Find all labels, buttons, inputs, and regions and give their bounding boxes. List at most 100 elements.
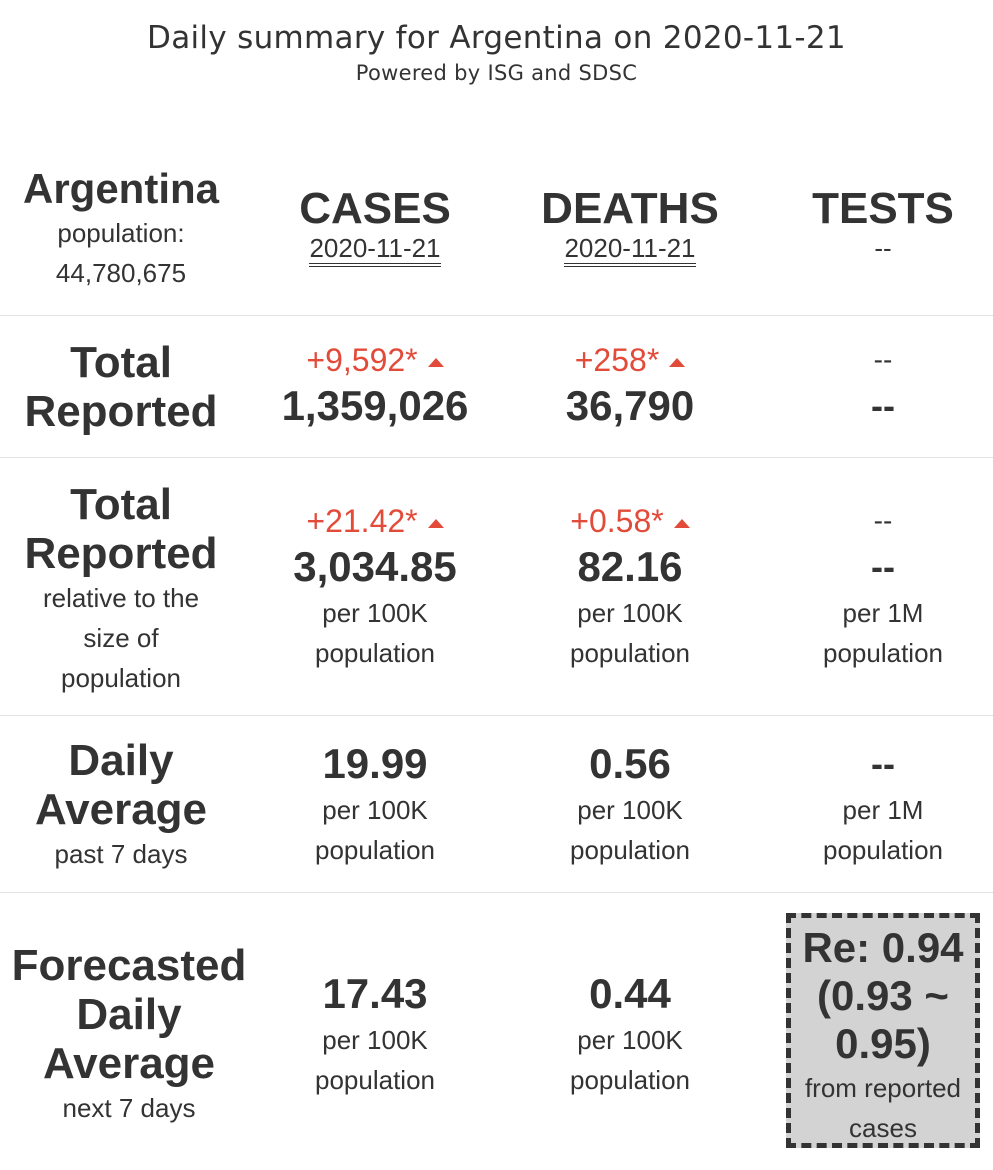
re-value: Re: 0.94 xyxy=(802,924,964,971)
cases-relative-increase-value: +21.42* xyxy=(306,503,418,539)
up-triangle-icon xyxy=(427,519,444,528)
relative-cases-cell: +21.42* 3,034.85 per 100K population xyxy=(248,501,502,673)
cases-increase-value: +9,592* xyxy=(306,342,418,378)
cases-relative-increase: +21.42* xyxy=(248,501,502,541)
daily-cases-cell: 19.99 per 100K population xyxy=(248,738,502,870)
deaths-relative-increase-value: +0.58* xyxy=(570,503,664,539)
row-divider xyxy=(0,715,993,716)
unit-line: population xyxy=(315,638,435,668)
row-sublabel-line: size of xyxy=(83,623,159,653)
daily-tests-cell: -- per 1M population xyxy=(758,738,993,870)
unit-line: per 1M xyxy=(842,795,924,825)
daily-deaths-cell: 0.56 per 100K population xyxy=(503,738,757,870)
row-label-line: Average xyxy=(34,785,208,834)
unit-line: population xyxy=(570,638,690,668)
total-cases-cell: +9,592* 1,359,026 xyxy=(248,340,502,432)
re-note-line: from reported xyxy=(804,1073,962,1103)
column-header-row: Argentina population: 44,780,675 CASES 2… xyxy=(0,165,993,315)
tests-increase-value: -- xyxy=(873,344,893,375)
daily-deaths-value: 0.56 xyxy=(589,740,671,787)
tests-date: -- xyxy=(874,233,892,263)
total-cases-value: 1,359,026 xyxy=(281,382,469,429)
row-label-line: Reported xyxy=(24,387,218,436)
forecast-cases-value: 17.43 xyxy=(322,970,428,1017)
forecast-deaths-value: 0.44 xyxy=(589,970,671,1017)
forecast-cases-cell: 17.43 per 100K population xyxy=(248,968,502,1100)
forecast-label: Forecasted Daily Average next 7 days xyxy=(0,941,258,1128)
forecast-row: Forecasted Daily Average next 7 days 17.… xyxy=(0,893,993,1170)
cases-increase: +9,592* xyxy=(248,340,502,380)
unit-line: per 100K xyxy=(322,795,428,825)
total-reported-row: Total Reported +9,592* 1,359,026 +258* 3… xyxy=(0,316,993,457)
unit-line: per 100K xyxy=(322,598,428,628)
page-header: Daily summary for Argentina on 2020-11-2… xyxy=(0,16,993,88)
tests-header-label: TESTS xyxy=(812,184,954,233)
unit-line: per 100K xyxy=(322,1025,428,1055)
forecast-deaths-cell: 0.44 per 100K population xyxy=(503,968,757,1100)
unit-line: population xyxy=(315,1065,435,1095)
re-interval-high: 0.95) xyxy=(835,1020,931,1067)
row-sublabel-line: past 7 days xyxy=(54,839,188,869)
total-tests-cell: -- -- xyxy=(758,340,993,432)
unit-line: per 1M xyxy=(842,598,924,628)
population-value: 44,780,675 xyxy=(55,258,187,288)
total-reported-label: Total Reported xyxy=(0,338,242,436)
unit-line: population xyxy=(315,835,435,865)
relative-label: Total Reported relative to the size of p… xyxy=(0,480,242,698)
deaths-increase-value: +258* xyxy=(574,342,660,378)
tests-column-header: TESTS -- xyxy=(758,184,993,264)
relative-tests-value: -- xyxy=(871,546,895,587)
unit-line: per 100K xyxy=(577,598,683,628)
row-divider xyxy=(0,892,993,893)
relative-tests-cell: -- -- per 1M population xyxy=(758,501,993,673)
unit-line: population xyxy=(823,638,943,668)
country-name: Argentina xyxy=(22,165,219,212)
daily-cases-value: 19.99 xyxy=(322,740,428,787)
daily-tests-value: -- xyxy=(871,743,895,784)
row-label-line: Reported xyxy=(24,529,218,578)
unit-line: population xyxy=(570,1065,690,1095)
total-tests-value: -- xyxy=(871,385,895,426)
daily-average-row: Daily Average past 7 days 19.99 per 100K… xyxy=(0,716,993,892)
deaths-date-link[interactable]: 2020-11-21 xyxy=(564,233,696,267)
total-deaths-cell: +258* 36,790 xyxy=(503,340,757,432)
deaths-header-label: DEATHS xyxy=(541,184,719,233)
deaths-increase: +258* xyxy=(503,340,757,380)
deaths-column-header: DEATHS 2020-11-21 xyxy=(503,185,757,267)
relative-deaths-cell: +0.58* 82.16 per 100K population xyxy=(503,501,757,673)
page-title: Daily summary for Argentina on 2020-11-2… xyxy=(147,20,846,56)
unit-line: population xyxy=(570,835,690,865)
cases-date-link[interactable]: 2020-11-21 xyxy=(309,233,441,267)
re-value-line: Re: 0.94 (0.93 ~ 0.95) xyxy=(791,918,975,1068)
row-divider xyxy=(0,315,993,316)
re-interval-low: (0.93 ~ xyxy=(817,972,949,1019)
cases-column-header: CASES 2020-11-21 xyxy=(248,185,502,267)
row-sublabel-line: relative to the xyxy=(42,583,200,613)
daily-average-label: Daily Average past 7 days xyxy=(0,736,242,874)
relative-row: Total Reported relative to the size of p… xyxy=(0,458,993,715)
row-label-line: Average xyxy=(42,1039,216,1088)
re-note-line: cases xyxy=(849,1113,917,1143)
unit-line: per 100K xyxy=(577,1025,683,1055)
row-label-line: Total xyxy=(70,480,172,529)
row-sublabel-line: population xyxy=(61,663,181,693)
up-triangle-icon xyxy=(427,358,444,367)
row-label-line: Forecasted xyxy=(11,941,247,990)
reproduction-number-box: Re: 0.94 (0.93 ~ 0.95) from reported cas… xyxy=(786,913,980,1148)
row-label-line: Daily xyxy=(68,736,174,785)
unit-line: population xyxy=(823,835,943,865)
tests-relative-increase-value: -- xyxy=(873,505,893,536)
deaths-relative-increase: +0.58* xyxy=(503,501,757,541)
row-label-line: Daily xyxy=(76,990,182,1039)
row-divider xyxy=(0,457,993,458)
page-subtitle: Powered by ISG and SDSC xyxy=(355,61,638,85)
relative-deaths-value: 82.16 xyxy=(577,543,683,590)
relative-cases-value: 3,034.85 xyxy=(293,543,457,590)
row-sublabel-line: next 7 days xyxy=(62,1093,196,1123)
up-triangle-icon xyxy=(673,519,690,528)
unit-line: per 100K xyxy=(577,795,683,825)
population-label: population: xyxy=(57,218,185,248)
country-info: Argentina population: 44,780,675 xyxy=(0,165,242,293)
up-triangle-icon xyxy=(669,358,686,367)
total-deaths-value: 36,790 xyxy=(565,382,695,429)
